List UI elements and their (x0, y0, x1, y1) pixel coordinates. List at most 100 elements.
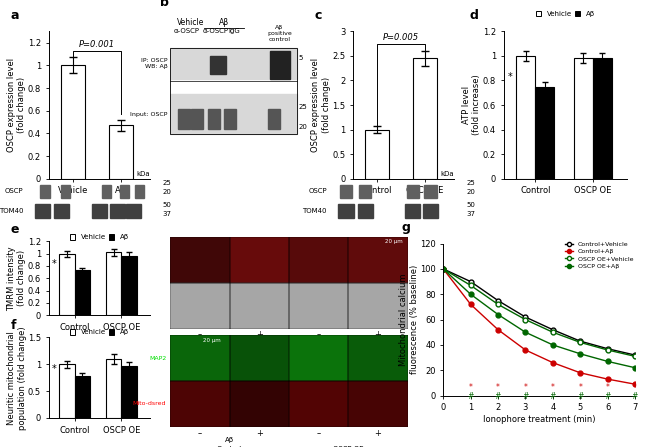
OSCP OE+Aβ (494, 312, 502, 317)
Bar (170, 381, 229, 427)
Text: IP: OSCP
WB: Aβ: IP: OSCP WB: Aβ (141, 58, 168, 69)
Bar (289, 381, 348, 427)
Bar (348, 237, 408, 283)
Y-axis label: Mitochondrial calcium
fluorescence (% baseline): Mitochondrial calcium fluorescence (% ba… (399, 265, 419, 374)
Text: #: # (604, 392, 611, 401)
Bar (61, 185, 70, 198)
Text: *: * (523, 384, 527, 392)
Text: #: # (550, 392, 556, 401)
Line: OSCP OE+Aβ: OSCP OE+Aβ (441, 266, 638, 370)
Bar (106, 253, 122, 315)
Control+Aβ (439, 266, 447, 272)
OSCP OE+Aβ (549, 342, 557, 348)
Text: MAP2: MAP2 (149, 356, 166, 361)
Text: TOM40: TOM40 (0, 208, 23, 214)
Bar (170, 94, 297, 135)
Bar (348, 283, 408, 329)
Text: +: + (256, 330, 263, 339)
Y-axis label: OSCP expression level
(fold change): OSCP expression level (fold change) (311, 58, 331, 152)
Bar (423, 204, 438, 218)
Bar (229, 335, 289, 381)
Text: *: * (578, 384, 582, 392)
Bar (208, 109, 220, 129)
Y-axis label: Neuritic mitochondrial
population (fold change): Neuritic mitochondrial population (fold … (7, 326, 27, 430)
Bar (75, 376, 90, 418)
Bar (40, 185, 50, 198)
Bar (170, 237, 229, 283)
Text: #: # (632, 392, 638, 401)
Bar (59, 364, 75, 418)
Bar (348, 335, 408, 381)
Line: Control+Aβ: Control+Aβ (441, 266, 638, 387)
Control+Aβ (631, 382, 639, 387)
Bar (170, 237, 229, 283)
Text: c: c (315, 9, 322, 22)
Bar (574, 59, 593, 179)
OSCP OE+Vehicle (521, 317, 529, 322)
Control+Vehicle (467, 279, 474, 284)
OSCP OE+Vehicle (604, 347, 612, 353)
Bar (359, 185, 371, 198)
Text: *: * (551, 384, 555, 392)
Bar (170, 48, 297, 135)
Bar (229, 381, 289, 427)
Bar (536, 87, 554, 179)
Text: Aβ: Aβ (225, 339, 234, 345)
OSCP OE+Aβ (631, 365, 639, 371)
Text: Vehicle: Vehicle (177, 18, 204, 27)
Text: IgG: IgG (228, 28, 240, 34)
Text: d: d (469, 9, 478, 22)
Legend: Vehicle, Aβ: Vehicle, Aβ (67, 232, 131, 243)
Bar (348, 381, 408, 427)
Bar (170, 335, 229, 381)
Bar (229, 237, 289, 283)
Bar (289, 237, 348, 283)
Text: 25: 25 (466, 180, 475, 186)
Bar (229, 381, 289, 427)
Text: g: g (401, 221, 410, 235)
Text: *: * (496, 384, 500, 392)
Text: –: – (198, 330, 202, 339)
Bar (593, 59, 612, 179)
Text: –: – (198, 429, 202, 438)
Text: 25: 25 (298, 104, 307, 110)
Text: P=0.001: P=0.001 (79, 40, 115, 50)
Bar (229, 237, 289, 283)
Control+Aβ (467, 302, 474, 307)
Text: b: b (160, 0, 168, 9)
Text: f: f (10, 320, 16, 333)
Bar (170, 283, 229, 329)
Text: 50: 50 (466, 202, 475, 208)
Bar (110, 204, 125, 218)
Bar (170, 283, 229, 329)
Text: OSCP: OSCP (5, 188, 23, 194)
Bar (75, 270, 90, 315)
X-axis label: Ionophore treatment (min): Ionophore treatment (min) (483, 415, 595, 424)
Control+Vehicle (549, 327, 557, 333)
Y-axis label: TMRM intensity
(fold change): TMRM intensity (fold change) (7, 246, 27, 311)
Text: 37: 37 (162, 211, 172, 217)
Bar (407, 185, 419, 198)
OSCP OE+Aβ (439, 266, 447, 272)
Text: α-OSCP: α-OSCP (203, 28, 229, 34)
Bar (126, 204, 142, 218)
Bar (54, 204, 69, 218)
Bar (229, 335, 289, 381)
OSCP OE+Vehicle (467, 283, 474, 288)
Bar (289, 335, 348, 381)
Bar (109, 126, 133, 179)
Bar (229, 283, 289, 329)
Control+Aβ (549, 360, 557, 365)
Bar (268, 109, 280, 129)
Text: 20: 20 (298, 124, 307, 130)
Text: –: – (317, 429, 320, 438)
Text: +: + (374, 429, 382, 438)
Text: #: # (577, 392, 584, 401)
Bar (340, 185, 352, 198)
Bar (60, 65, 84, 179)
Bar (122, 366, 137, 418)
Bar (177, 109, 190, 129)
Bar (135, 185, 144, 198)
Bar (348, 283, 408, 329)
Text: #: # (523, 392, 528, 401)
